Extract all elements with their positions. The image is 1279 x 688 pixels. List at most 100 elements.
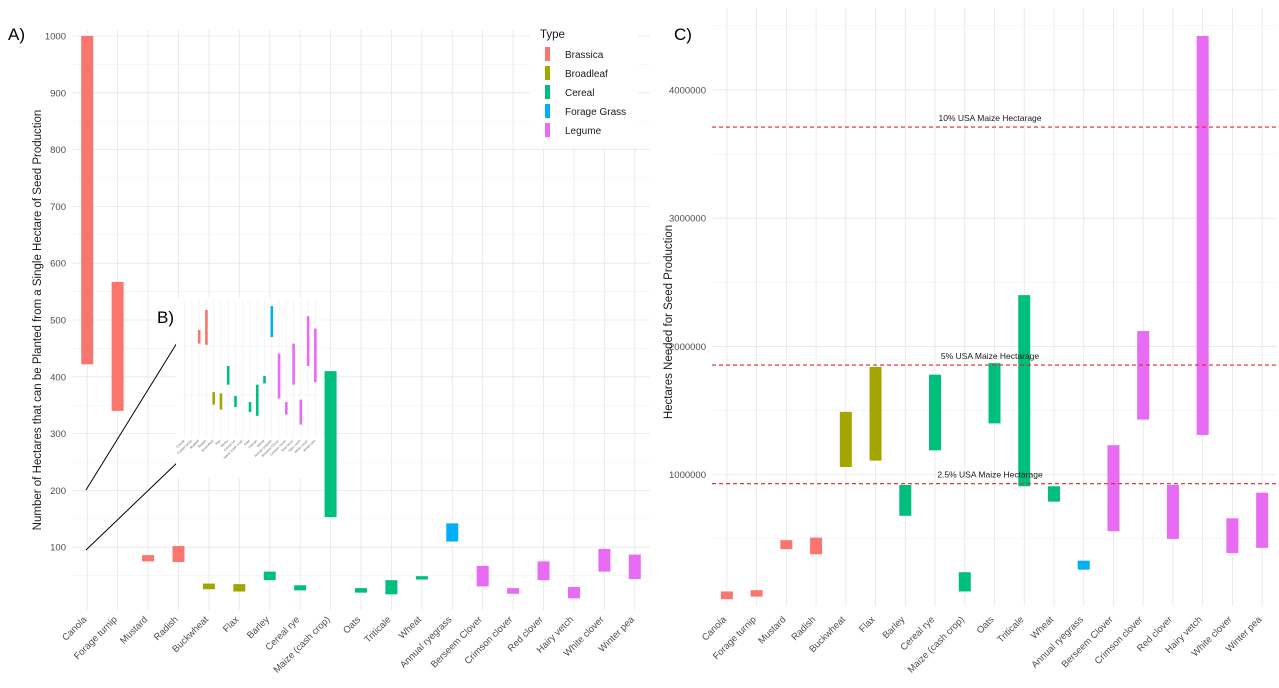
legend-label: Legume: [565, 126, 602, 137]
legend-swatch: [545, 85, 550, 99]
y-tick-label: 400: [50, 372, 66, 383]
y-tick-label: 1000: [45, 32, 66, 43]
bar: [111, 281, 124, 411]
y-tick-label: 2000000: [669, 342, 706, 353]
x-tick-label: Barley: [881, 614, 908, 641]
bar: [1137, 331, 1150, 420]
bar: [810, 537, 823, 555]
legend-label: Cereal: [565, 88, 594, 99]
reference-line-label: 5% USA Maize Hectarage: [941, 351, 1040, 361]
x-tick-label: Radish: [152, 614, 181, 643]
bar: [507, 588, 520, 594]
bar: [263, 571, 276, 581]
inset-bar: [299, 399, 303, 425]
bar: [628, 554, 641, 580]
x-tick-label: Annual ryegrass: [1030, 614, 1086, 670]
reference-line-label: 10% USA Maize Hectarage: [939, 113, 1042, 123]
bar: [929, 374, 942, 451]
inset-background: [176, 298, 322, 478]
legend-swatch: [545, 47, 550, 61]
x-tick-label: Berseem Clover: [1060, 614, 1116, 670]
inset-bar: [226, 366, 230, 385]
inset-bar: [270, 306, 274, 337]
x-tick-label: Mustard: [118, 614, 150, 646]
inset-x-tick-label: Wheat: [256, 439, 265, 448]
inset-x-tick-label: Barley: [220, 439, 230, 449]
x-tick-label: Wheat: [1029, 614, 1056, 641]
bar: [988, 363, 1001, 424]
y-axis-title: Number of Hectares that can be Planted f…: [32, 110, 44, 531]
bar: [839, 411, 852, 468]
panel-label-c: C): [674, 25, 692, 44]
inset-x-tick-label: Radish: [197, 439, 207, 449]
legend-label: Brassica: [565, 50, 604, 61]
bar: [720, 591, 733, 600]
y-tick-label: 200: [50, 486, 66, 497]
bar: [1077, 560, 1090, 570]
x-tick-label: Canola: [60, 614, 90, 644]
panel-c: 1000000 2000000 3000000 4000000 10% USA Maiz…: [663, 8, 1277, 676]
bar: [1226, 518, 1239, 553]
bar: [1256, 492, 1269, 548]
zoom-connector-line: [85, 337, 181, 491]
bar: [476, 565, 489, 587]
bar: [172, 546, 185, 562]
bar: [202, 583, 215, 590]
x-tick-label: Barley: [245, 614, 272, 641]
x-tick-label: Radish: [790, 614, 819, 643]
bar: [537, 561, 550, 581]
panel-label-b: B): [157, 308, 174, 327]
inset-bar: [255, 384, 259, 416]
bar: [598, 548, 611, 572]
inset-bar: [219, 393, 223, 410]
inset-x-tick-label: Triticale: [247, 439, 258, 450]
legend-swatch: [545, 123, 550, 137]
legend-label: Forage Grass: [565, 107, 626, 118]
bar: [81, 36, 94, 365]
legend-swatch: [545, 104, 550, 118]
bar: [294, 585, 307, 591]
bar: [780, 540, 793, 550]
legend-swatch: [545, 66, 550, 80]
inset-bar: [314, 328, 317, 383]
inset-bar: [285, 402, 288, 415]
inset-bar: [277, 353, 281, 399]
bar: [1047, 486, 1060, 502]
bar: [958, 572, 971, 592]
zoom-connector-line: [85, 459, 181, 551]
x-tick-label: Triticale: [995, 614, 1026, 645]
bar: [899, 484, 912, 516]
inset-bar: [306, 316, 310, 367]
x-tick-label: Wheat: [397, 614, 424, 641]
y-axis-title: Hectares Needed for Seed Production: [663, 225, 675, 419]
bar: [1166, 484, 1179, 539]
y-tick-label: 800: [50, 145, 66, 156]
inset-x-tick-label: Mustard: [189, 439, 200, 450]
panel-label-a: A): [8, 25, 25, 44]
y-tick-label: 500: [50, 316, 66, 327]
inset-bar: [234, 395, 237, 408]
x-tick-label: Mustard: [756, 614, 788, 646]
y-tick-label: 4000000: [669, 85, 706, 96]
x-tick-label: Maize (cash crop): [272, 614, 333, 675]
inset-bar: [205, 309, 208, 345]
x-tick-label: Flax: [221, 614, 242, 635]
bar: [869, 366, 882, 461]
inset-bar: [197, 329, 201, 344]
legend-title: Type: [540, 29, 565, 41]
bar: [1196, 36, 1209, 435]
x-tick-label: Flax: [857, 614, 878, 635]
y-tick-label: 900: [50, 88, 66, 99]
inset-bar: [292, 343, 295, 385]
y-tick-label: 600: [50, 259, 66, 270]
y-tick-label: 700: [50, 202, 66, 213]
legend-label: Broadleaf: [565, 69, 608, 80]
y-tick-label: 100: [50, 543, 66, 554]
inset-bar: [263, 375, 266, 384]
bar: [567, 586, 580, 599]
bar: [324, 371, 337, 518]
y-tick-label: 1000000: [669, 470, 706, 481]
